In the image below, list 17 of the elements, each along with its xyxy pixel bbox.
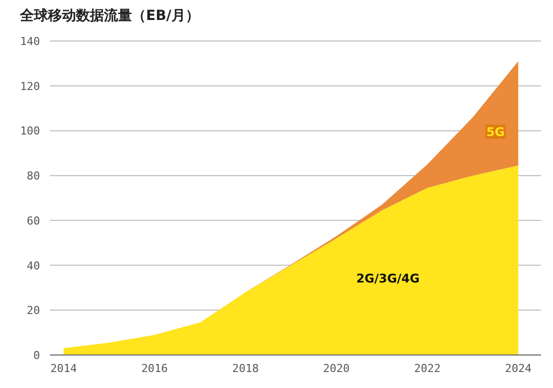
x-tick-label: 2014 [50,362,78,375]
y-tick-label: 0 [33,349,40,362]
y-tick-label: 100 [20,124,40,138]
y-tick-label: 140 [20,35,40,48]
x-tick-label: 2024 [505,362,532,375]
chart-title: 全球移动数据流量（EB/月） [19,7,200,24]
y-tick-label: 60 [26,214,40,228]
x-tick-label: 2020 [323,362,350,375]
y-tick-label: 120 [20,80,40,93]
x-tick-label: 2022 [414,362,441,375]
series-label: 5G [486,124,505,139]
y-tick-label: 40 [26,259,40,272]
x-tick-label: 2018 [232,362,259,375]
y-tick-label: 20 [26,304,40,318]
y-tick-label: 80 [26,170,40,183]
series-label: 2G/3G/4G [356,272,420,286]
x-tick-label: 2016 [141,362,168,375]
